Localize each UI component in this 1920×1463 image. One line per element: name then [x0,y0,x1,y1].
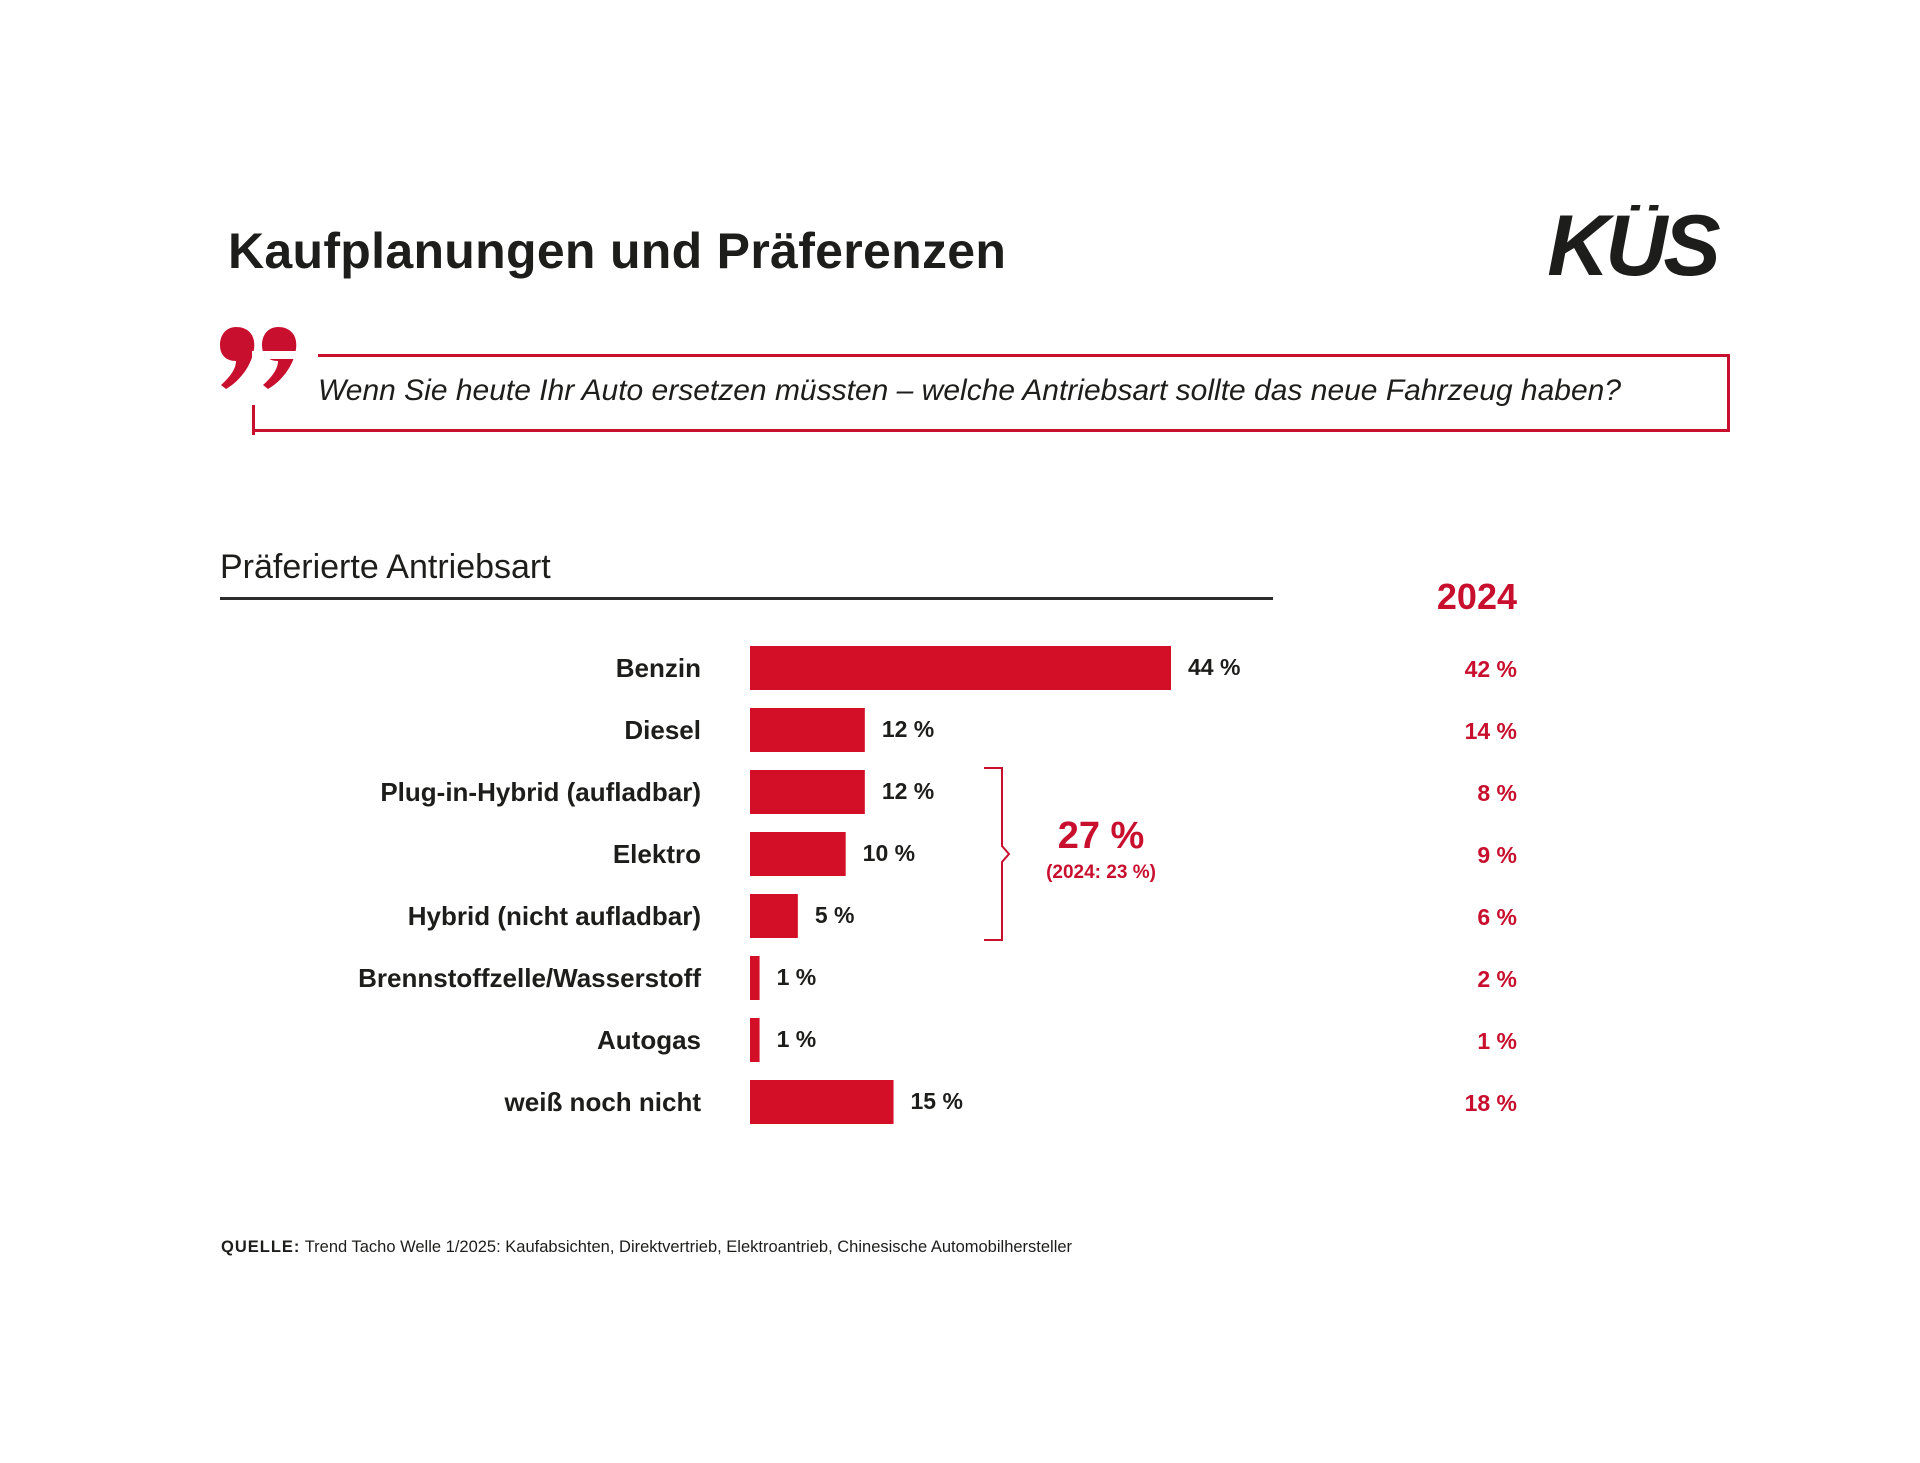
comparison-column-header: 2024 [1436,576,1517,617]
value-2024-label: 8 % [1477,780,1517,806]
bar-row: Autogas 1 % 1 % [597,1018,1517,1062]
chart-title: Präferierte Antriebsart [220,548,551,586]
kues-logo: KÜS [1547,205,1724,285]
category-label: Brennstoffzelle/Wasserstoff [358,963,701,993]
value-2024-label: 42 % [1465,656,1517,682]
question-frame [252,354,1730,432]
value-2024-label: 14 % [1465,718,1517,744]
value-label: 44 % [1188,654,1240,680]
bar-row: Plug-in-Hybrid (aufladbar) 12 % 8 % [380,770,1517,814]
category-label: Diesel [624,715,701,745]
value-2024-label: 2 % [1477,966,1517,992]
value-label: 1 % [777,964,817,990]
value-label: 5 % [815,902,855,928]
survey-question: Wenn Sie heute Ihr Auto ersetzen müssten… [318,374,1622,407]
bar-chart: Benzin 44 % 42 % Diesel 12 % 14 % Plug-in-Hybr… [358,646,1517,1124]
group-total-2024-label: (2024: 23 %) [1046,862,1156,883]
bar-row: Hybrid (nicht aufladbar) 5 % 6 % [408,894,1517,938]
source-text: Trend Tacho Welle 1/2025: Kaufabsichten,… [300,1238,1073,1256]
bar [750,956,760,1000]
bar [750,1080,894,1124]
bar [750,894,798,938]
bar-row: Diesel 12 % 14 % [624,708,1517,752]
category-label: Autogas [597,1025,701,1055]
value-label: 10 % [863,840,915,866]
value-2024-label: 18 % [1465,1090,1517,1116]
bar [750,770,865,814]
source-label: QUELLE: [221,1238,301,1256]
bracket-line [984,767,1011,941]
bar-row: Benzin 44 % 42 % [616,646,1517,690]
category-label: Benzin [616,653,701,683]
group-total-label: 27 % [1058,815,1145,857]
value-label: 1 % [777,1026,817,1052]
question-frame-gap [252,351,318,359]
value-2024-label: 9 % [1477,842,1517,868]
value-2024-label: 6 % [1477,904,1517,930]
category-label: Hybrid (nicht aufladbar) [408,901,701,931]
bar-row: weiß noch nicht 15 % 18 % [504,1080,1517,1124]
bar [750,646,1171,690]
value-label: 12 % [882,716,934,742]
bar [750,832,846,876]
page-title: Kaufplanungen und Präferenzen [228,223,1007,279]
title-divider [220,597,1273,600]
logo-text: KÜS [1547,205,1720,285]
value-label: 12 % [882,778,934,804]
bar [750,708,865,752]
group-bracket: 27 % (2024: 23 %) [984,767,1156,941]
category-label: weiß noch nicht [504,1087,702,1117]
category-label: Elektro [613,839,701,869]
question-frame-left-edge [252,405,255,435]
source-note: QUELLE: Trend Tacho Welle 1/2025: Kaufab… [221,1238,1072,1257]
value-2024-label: 1 % [1477,1028,1517,1054]
bar [750,1018,760,1062]
bar-row: Elektro 10 % 9 % [613,832,1517,876]
bar-row: Brennstoffzelle/Wasserstoff 1 % 2 % [358,956,1517,1000]
value-label: 15 % [911,1088,963,1114]
category-label: Plug-in-Hybrid (aufladbar) [380,777,701,807]
